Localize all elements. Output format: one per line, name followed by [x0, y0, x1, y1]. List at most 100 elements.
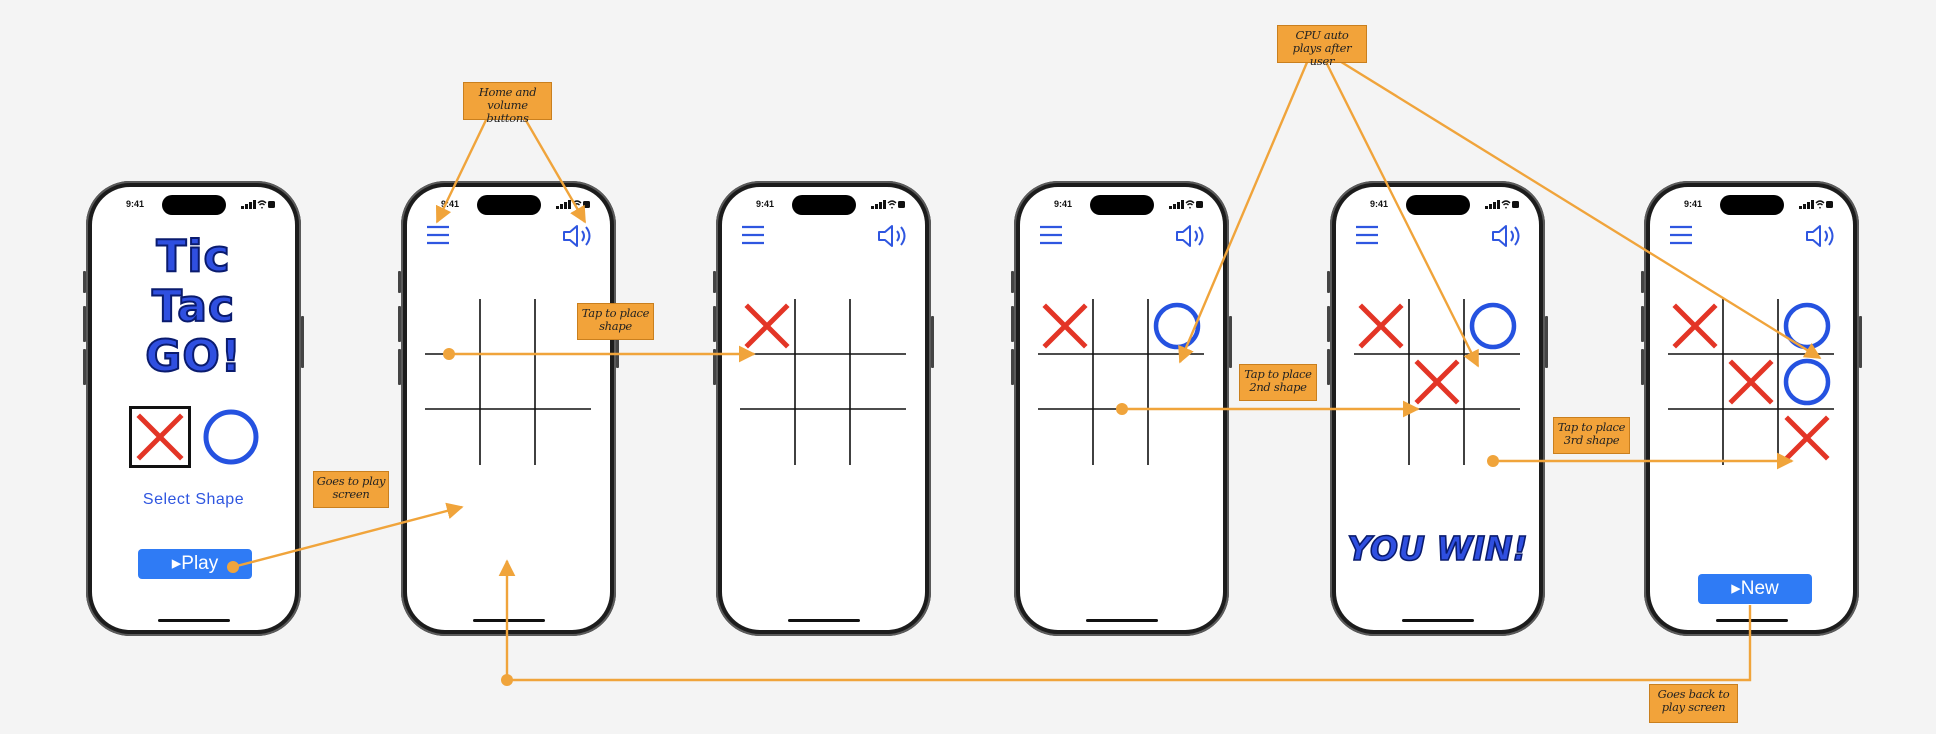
phone-side-button: [931, 316, 934, 368]
signal-bar-icon: [1169, 206, 1172, 209]
home-indicator: [157, 619, 230, 622]
battery-icon: [898, 201, 905, 208]
speaker-volume-icon[interactable]: [1175, 223, 1209, 249]
menu-icon[interactable]: [1354, 223, 1380, 247]
app-title-line: GO!: [144, 330, 242, 383]
status-time: 9:41: [756, 199, 775, 209]
status-time: 9:41: [441, 199, 460, 209]
signal-bar-icon: [1177, 202, 1180, 209]
phone-side-button: [1011, 349, 1014, 385]
status-icons: [871, 200, 905, 209]
game-board[interactable]: [425, 299, 591, 465]
phone-first-move: 9:41: [713, 181, 934, 636]
speaker-volume-icon[interactable]: [562, 223, 596, 249]
menu-icon[interactable]: [740, 223, 766, 247]
phone-cpu-reply: 9:41: [1011, 181, 1232, 636]
phone-screen: 9:41 Tic Tac GO! Select Shape ▸Play: [92, 187, 295, 630]
speaker-volume-icon[interactable]: [1491, 223, 1525, 249]
signal-bar-icon: [1803, 204, 1806, 209]
signal-bar-icon: [879, 202, 882, 209]
signal-bar-icon: [560, 204, 563, 209]
speaker-volume-icon[interactable]: [1805, 223, 1839, 249]
phone-side-button: [616, 316, 619, 368]
phone-final: 9:41 ▸New: [1641, 181, 1862, 636]
signal-bar-icon: [568, 200, 571, 209]
select-shape-label: Select Shape: [142, 491, 245, 508]
status-time: 9:41: [126, 199, 145, 209]
wifi-icon: [257, 200, 267, 209]
game-board[interactable]: [1038, 299, 1204, 465]
x-mark: [1784, 415, 1830, 461]
dynamic-island: [791, 195, 856, 215]
menu-icon[interactable]: [425, 223, 451, 247]
annotation-note-tap2: Tap to place 2nd shape: [1239, 364, 1317, 401]
dynamic-island: [1089, 195, 1154, 215]
phone-screen: 9:41: [407, 187, 610, 630]
game-board[interactable]: [740, 299, 906, 465]
o-mark: [1153, 302, 1201, 350]
phone-side-button: [83, 349, 86, 385]
wifi-icon: [1501, 200, 1511, 209]
play-button[interactable]: ▸Play: [138, 549, 252, 579]
connector-start-dot: [501, 674, 513, 686]
dynamic-island: [476, 195, 541, 215]
signal-bar-icon: [1799, 206, 1802, 209]
phone-side-button: [1641, 306, 1644, 342]
status-icons: [1799, 200, 1833, 209]
signal-bar-icon: [249, 202, 252, 209]
x-mark: [1042, 303, 1088, 349]
app-title-line: Tac: [151, 280, 236, 333]
phone-win: 9:41 YOU WIN!: [1327, 181, 1548, 636]
phone-side-button: [1859, 316, 1862, 368]
phone-empty-board: 9:41: [398, 181, 619, 636]
battery-icon: [583, 201, 590, 208]
phone-side-button: [1011, 306, 1014, 342]
phone-side-button: [398, 271, 401, 293]
phone-side-button: [398, 306, 401, 342]
o-mark: [1783, 302, 1831, 350]
battery-icon: [268, 201, 275, 208]
signal-bar-icon: [564, 202, 567, 209]
phone-screen: 9:41 ▸New: [1650, 187, 1853, 630]
phone-side-button: [1641, 349, 1644, 385]
x-mark: [136, 413, 184, 461]
wifi-icon: [1815, 200, 1825, 209]
wifi-icon: [572, 200, 582, 209]
phone-side-button: [83, 271, 86, 293]
phone-side-button: [83, 306, 86, 342]
battery-icon: [1826, 201, 1833, 208]
o-mark: [1783, 358, 1831, 406]
new-game-button[interactable]: ▸New: [1698, 574, 1812, 604]
menu-icon[interactable]: [1038, 223, 1064, 247]
menu-icon[interactable]: [1668, 223, 1694, 247]
signal-bar-icon: [1489, 204, 1492, 209]
signal-bar-icon: [1493, 202, 1496, 209]
phone-side-button: [1327, 349, 1330, 385]
phone-side-button: [1641, 271, 1644, 293]
game-board[interactable]: [1354, 299, 1520, 465]
o-mark: [1469, 302, 1517, 350]
speaker-volume-icon[interactable]: [877, 223, 911, 249]
x-mark: [744, 303, 790, 349]
annotation-note-goes-back: Goes back to play screen: [1649, 684, 1738, 723]
signal-bar-icon: [1181, 200, 1184, 209]
status-time: 9:41: [1370, 199, 1389, 209]
status-time: 9:41: [1684, 199, 1703, 209]
x-shape-icon: [136, 413, 184, 461]
game-board[interactable]: [1668, 299, 1834, 465]
phone-screen: 9:41: [722, 187, 925, 630]
annotation-note-home-volume: Home and volume buttons: [463, 82, 552, 125]
status-icons: [241, 200, 275, 209]
win-message: YOU WIN!: [1346, 528, 1528, 569]
shape-option-o[interactable]: [202, 408, 260, 466]
home-indicator: [1715, 619, 1788, 622]
battery-icon: [1196, 201, 1203, 208]
dynamic-island: [1405, 195, 1470, 215]
x-mark: [1358, 303, 1404, 349]
shape-option-x[interactable]: [129, 406, 191, 468]
phone-side-button: [713, 306, 716, 342]
phone-side-button: [301, 316, 304, 368]
phone-screen: 9:41 YOU WIN!: [1336, 187, 1539, 630]
dynamic-island: [161, 195, 226, 215]
home-indicator: [472, 619, 545, 622]
